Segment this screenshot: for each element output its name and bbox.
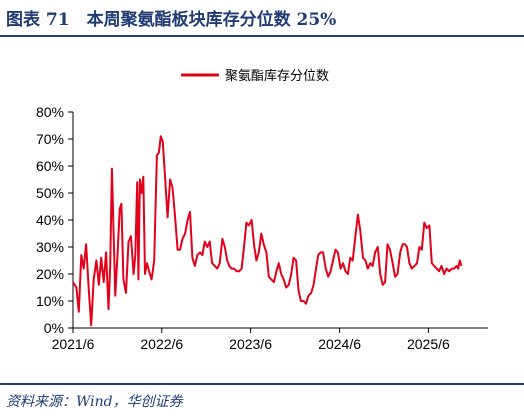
chart-legend: 聚氨酯库存分位数	[181, 68, 329, 84]
legend-label: 聚氨酯库存分位数	[225, 68, 329, 84]
y-tick-label: 70%	[36, 131, 64, 147]
y-tick-label: 50%	[36, 185, 64, 201]
y-tick-label: 0%	[44, 320, 64, 336]
footer-rule	[0, 383, 524, 385]
series-group	[72, 135, 463, 327]
line-chart: 聚氨酯库存分位数 0% 10% 20% 30% 40% 50% 60% 70% 80% 2021…	[36, 68, 488, 352]
x-tick-label: 2024/6	[318, 336, 361, 352]
y-tick-label: 10%	[36, 293, 64, 309]
x-tick-label: 2022/6	[140, 336, 183, 352]
title-rule	[0, 35, 524, 37]
y-tick-label: 80%	[36, 104, 64, 120]
y-tick-label: 40%	[36, 212, 64, 228]
source-note: 资料来源：Wind，华创证券	[6, 394, 183, 410]
x-tick-label: 2023/6	[229, 336, 272, 352]
y-tick-label: 30%	[36, 239, 64, 255]
y-tick-label: 20%	[36, 266, 64, 282]
y-tick-label: 60%	[36, 158, 64, 174]
series-line	[72, 135, 463, 327]
x-tick-label: 2021/6	[52, 336, 95, 352]
x-tick-label: 2025/6	[407, 336, 450, 352]
y-axis-ticks: 0% 10% 20% 30% 40% 50% 60% 70% 80%	[36, 104, 73, 336]
x-axis-ticks: 2021/6 2022/6 2023/6 2024/6 2025/6	[52, 328, 450, 352]
figure-title: 图表 71 本周聚氨酯板块库存分位数 25%	[6, 10, 337, 30]
